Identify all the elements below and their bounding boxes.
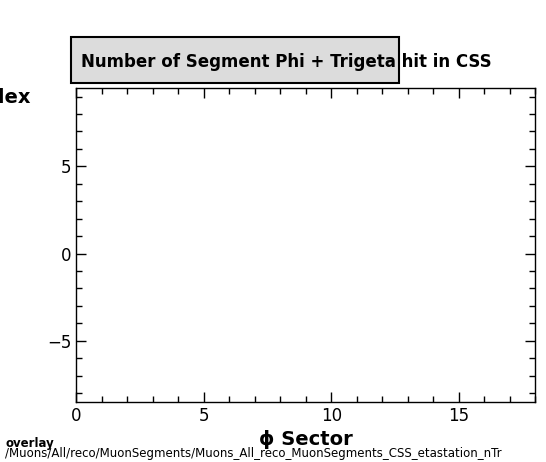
FancyBboxPatch shape	[71, 37, 399, 83]
Text: /Muons/All/reco/MuonSegments/Muons_All_reco_MuonSegments_CSS_etastation_nTr: /Muons/All/reco/MuonSegments/Muons_All_r…	[5, 447, 502, 460]
Y-axis label: η Index: η Index	[0, 88, 31, 107]
Text: overlay: overlay	[5, 438, 54, 450]
Text: Number of Segment Phi + Trigeta hit in CSS: Number of Segment Phi + Trigeta hit in C…	[81, 54, 491, 71]
X-axis label: ϕ Sector: ϕ Sector	[259, 431, 353, 450]
